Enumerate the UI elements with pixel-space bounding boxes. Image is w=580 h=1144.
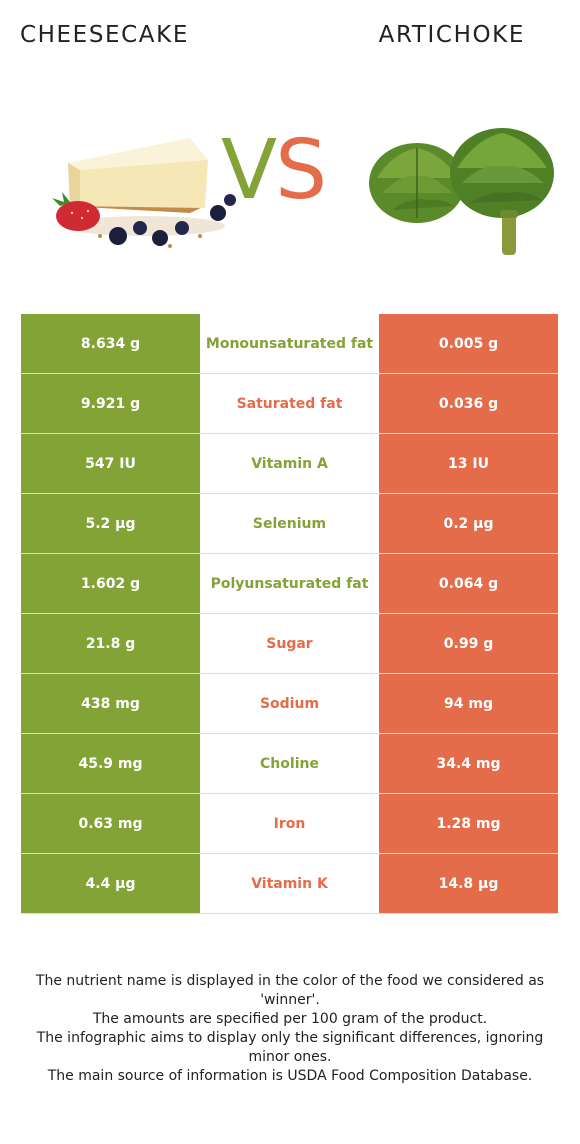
nutrient-name: Sugar — [200, 614, 379, 673]
nutrient-name: Iron — [200, 794, 379, 853]
right-value: 0.036 g — [379, 374, 558, 433]
left-value: 438 mg — [21, 674, 200, 733]
right-value: 0.064 g — [379, 554, 558, 613]
footer-notes: The nutrient name is displayed in the co… — [18, 972, 562, 1086]
nutrient-name: Sodium — [200, 674, 379, 733]
nutrient-name: Vitamin A — [200, 434, 379, 493]
left-value: 21.8 g — [21, 614, 200, 673]
left-value: 45.9 mg — [21, 734, 200, 793]
right-value: 0.2 µg — [379, 494, 558, 553]
left-value: 8.634 g — [21, 314, 200, 373]
table-row: 5.2 µg Selenium 0.2 µg — [21, 494, 558, 554]
left-food-title: CHEESECAKE — [20, 22, 189, 48]
comparison-table: 8.634 g Monounsaturated fat 0.005 g 9.921 g… — [21, 314, 558, 914]
table-row: 0.63 mg Iron 1.28 mg — [21, 794, 558, 854]
nutrient-name: Vitamin K — [200, 854, 379, 913]
table-row: 547 IU Vitamin A 13 IU — [21, 434, 558, 494]
nutrient-name: Polyunsaturated fat — [200, 554, 379, 613]
table-row: 45.9 mg Choline 34.4 mg — [21, 734, 558, 794]
nutrient-name: Choline — [200, 734, 379, 793]
right-value: 94 mg — [379, 674, 558, 733]
left-value: 547 IU — [21, 434, 200, 493]
left-value: 9.921 g — [21, 374, 200, 433]
right-value: 14.8 µg — [379, 854, 558, 913]
right-value: 0.005 g — [379, 314, 558, 373]
left-value: 1.602 g — [21, 554, 200, 613]
nutrient-name: Saturated fat — [200, 374, 379, 433]
left-value: 4.4 µg — [21, 854, 200, 913]
right-value: 0.99 g — [379, 614, 558, 673]
left-value: 5.2 µg — [21, 494, 200, 553]
nutrient-name: Selenium — [200, 494, 379, 553]
footer-line: The amounts are specified per 100 gram o… — [92, 1011, 488, 1027]
table-row: 8.634 g Monounsaturated fat 0.005 g — [21, 314, 558, 374]
right-value: 13 IU — [379, 434, 558, 493]
table-row: 1.602 g Polyunsaturated fat 0.064 g — [21, 554, 558, 614]
nutrient-name: Monounsaturated fat — [200, 314, 379, 373]
footer-line: The nutrient name is displayed in the co… — [35, 973, 545, 1008]
left-value: 0.63 mg — [21, 794, 200, 853]
artichoke-image — [369, 128, 554, 255]
right-food-title: ARTICHOKE — [378, 22, 525, 48]
right-value: 34.4 mg — [379, 734, 558, 793]
table-row: 4.4 µg Vitamin K 14.8 µg — [21, 854, 558, 914]
right-value: 1.28 mg — [379, 794, 558, 853]
vs-label: VS — [221, 123, 327, 218]
cheesecake-image — [52, 138, 236, 248]
footer-line: The main source of information is USDA F… — [47, 1068, 533, 1084]
table-row: 9.921 g Saturated fat 0.036 g — [21, 374, 558, 434]
table-row: 21.8 g Sugar 0.99 g — [21, 614, 558, 674]
footer-line: The infographic aims to display only the… — [36, 1030, 544, 1065]
table-row: 438 mg Sodium 94 mg — [21, 674, 558, 734]
